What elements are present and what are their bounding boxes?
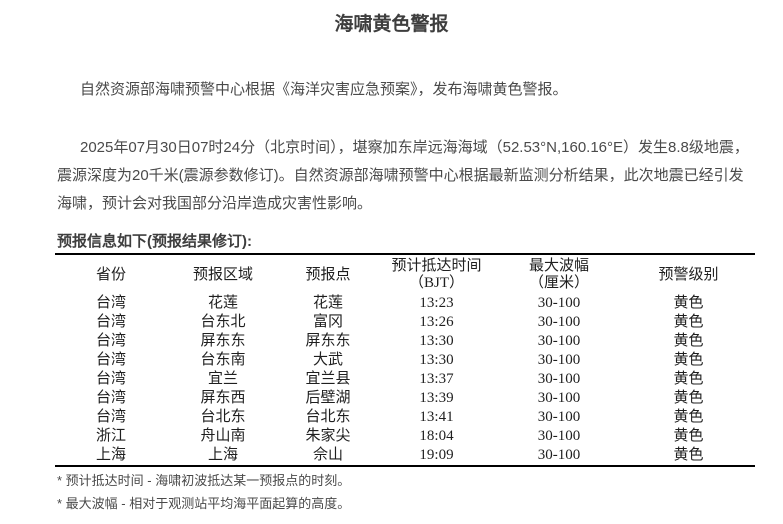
forecast-cell: 屏东东	[305, 333, 351, 349]
forecast-cell: 13:26	[419, 314, 454, 330]
tsunami-warning-bulletin: 海啸黄色警报 自然资源部海啸预警中心根据《海洋灾害应急预案》，发布海啸黄色警报。…	[0, 12, 783, 511]
table-top-rule	[55, 253, 755, 255]
forecast-cell: 30-100	[537, 295, 581, 311]
forecast-cell: 大武	[312, 352, 343, 368]
forecast-cell: 黄色	[673, 447, 704, 463]
forecast-header-row: 省份 预报区域 预报点 预计抵达时间 （BJT） 最大波幅 （厘米） 预警级别	[55, 255, 755, 294]
forecast-cell: 黄色	[673, 371, 704, 387]
forecast-cell: 屏东西	[200, 390, 246, 406]
forecast-section-heading: 预报信息如下(预报结果修订):	[57, 233, 252, 250]
forecast-cell: 台北东	[305, 409, 351, 425]
forecast-cell: 13:39	[419, 390, 454, 406]
forecast-row: 台湾 台北东 台北东 13:41 30-100 黄色	[55, 408, 755, 427]
forecast-cell: 30-100	[537, 371, 581, 387]
page-title: 海啸黄色警报	[334, 14, 449, 35]
forecast-cell: 佘山	[312, 447, 343, 463]
forecast-cell: 台湾	[95, 314, 126, 330]
forecast-cell: 19:09	[419, 447, 454, 463]
forecast-cell: 花莲	[312, 295, 343, 311]
forecast-cell: 台湾	[95, 390, 126, 406]
column-header: 最大波幅 （厘米）	[528, 258, 589, 291]
forecast-cell: 30-100	[537, 409, 581, 425]
forecast-cell: 13:30	[419, 352, 454, 368]
column-header: 预报区域	[192, 266, 253, 283]
forecast-cell: 13:37	[419, 371, 454, 387]
forecast-cell: 黄色	[673, 333, 704, 349]
forecast-cell: 台湾	[95, 409, 126, 425]
column-header: 省份	[95, 266, 126, 283]
forecast-row: 台湾 宜兰 宜兰县 13:37 30-100 黄色	[55, 370, 755, 389]
paragraph-issuance: 自然资源部海啸预警中心根据《海洋灾害应急预案》，发布海啸黄色警报。	[80, 81, 568, 98]
forecast-row: 台湾 屏东东 屏东东 13:30 30-100 黄色	[55, 332, 755, 351]
forecast-row: 台湾 花莲 花莲 13:23 30-100 黄色	[55, 294, 755, 313]
forecast-cell: 富冈	[312, 314, 343, 330]
forecast-cell: 上海	[95, 447, 126, 463]
forecast-cell: 黄色	[673, 295, 704, 311]
forecast-cell: 30-100	[537, 333, 581, 349]
footnote-arrival-time: * 预计抵达时间 - 海啸初波抵达某一预报点的时刻。	[57, 473, 351, 488]
footnotes: * 预计抵达时间 - 海啸初波抵达某一预报点的时刻。 * 最大波幅 - 相对于观…	[57, 474, 755, 511]
forecast-cell: 台北东	[200, 409, 246, 425]
forecast-cell: 上海	[207, 447, 238, 463]
forecast-row: 台湾 台东北 富冈 13:26 30-100 黄色	[55, 313, 755, 332]
forecast-cell: 宜兰	[207, 371, 238, 387]
forecast-cell: 黄色	[673, 409, 704, 425]
forecast-cell: 后壁湖	[305, 390, 351, 406]
forecast-cell: 30-100	[537, 314, 581, 330]
forecast-cell: 30-100	[537, 428, 581, 444]
footnote-max-amplitude: * 最大波幅 - 相对于观测站平均海平面起算的高度。	[57, 496, 351, 511]
forecast-row: 浙江 舟山南 朱家尖 18:04 30-100 黄色	[55, 427, 755, 446]
forecast-cell: 30-100	[537, 447, 581, 463]
forecast-table-head: 省份 预报区域 预报点 预计抵达时间 （BJT） 最大波幅 （厘米） 预警级别	[55, 255, 755, 294]
forecast-cell: 台东南	[200, 352, 246, 368]
forecast-row: 台湾 屏东西 后壁湖 13:39 30-100 黄色	[55, 389, 755, 408]
forecast-cell: 舟山南	[200, 428, 246, 444]
forecast-cell: 屏东东	[200, 333, 246, 349]
forecast-table-body: 台湾 花莲 花莲 13:23 30-100 黄色 台湾 台东北 富冈 13:26 30-100 黄色台…	[55, 294, 755, 466]
forecast-cell: 花莲	[207, 295, 238, 311]
forecast-cell: 浙江	[95, 428, 126, 444]
forecast-cell: 18:04	[419, 428, 454, 444]
forecast-cell: 30-100	[537, 352, 581, 368]
forecast-row: 上海 上海 佘山 19:09 30-100 黄色	[55, 446, 755, 466]
forecast-cell: 30-100	[537, 390, 581, 406]
forecast-cell: 黄色	[673, 390, 704, 406]
forecast-cell: 黄色	[673, 352, 704, 368]
forecast-cell: 宜兰县	[305, 371, 351, 387]
forecast-table: 省份 预报区域 预报点 预计抵达时间 （BJT） 最大波幅 （厘米） 预警级别 台湾 花莲 花莲 1…	[55, 255, 755, 467]
forecast-cell: 台湾	[95, 371, 126, 387]
forecast-cell: 13:30	[419, 333, 454, 349]
forecast-row: 台湾 台东南 大武 13:30 30-100 黄色	[55, 351, 755, 370]
forecast-cell: 台湾	[95, 352, 126, 368]
paragraph-earthquake-details: 2025年07月30日07时24分（北京时间），堪察加东岸远海海域（52.53°…	[57, 139, 749, 212]
forecast-cell: 台湾	[95, 295, 126, 311]
forecast-cell: 13:23	[419, 295, 454, 311]
column-header: 预报点	[305, 266, 351, 283]
column-header: 预计抵达时间 （BJT）	[391, 258, 482, 291]
forecast-cell: 朱家尖	[305, 428, 351, 444]
forecast-cell: 黄色	[673, 314, 704, 330]
forecast-cell: 台东北	[200, 314, 246, 330]
column-header: 预警级别	[658, 266, 719, 283]
forecast-cell: 台湾	[95, 333, 126, 349]
forecast-cell: 黄色	[673, 428, 704, 444]
forecast-cell: 13:41	[419, 409, 454, 425]
